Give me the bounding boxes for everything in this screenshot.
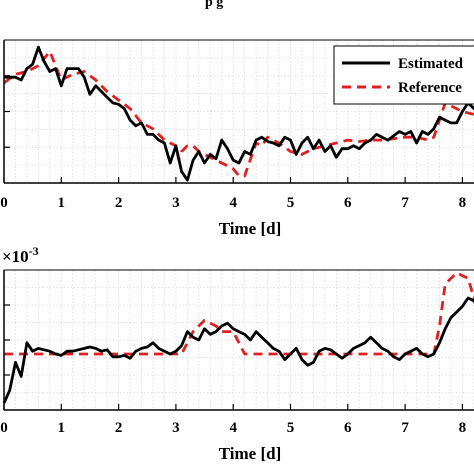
x-tick-label: 5 [287, 420, 295, 436]
x-tick-label: 3 [172, 420, 180, 436]
series-line-estimated [4, 45, 474, 182]
x-tick-label: 7 [401, 420, 409, 436]
legend: Estimated Reference [333, 45, 474, 105]
x-tick-label: 0 [0, 195, 8, 211]
x-tick-label: 2 [115, 195, 123, 211]
x-tick-label: 1 [58, 195, 66, 211]
bottom-exponent-label: ×10-3 [2, 244, 39, 266]
top-series-lines [3, 45, 474, 182]
top-grid [3, 40, 474, 183]
x-tick-label: 4 [229, 420, 237, 436]
bottom-x-label: Time [d] [219, 444, 282, 463]
series-line-reference [4, 271, 474, 356]
legend-box [333, 45, 474, 105]
legend-estimated-label: Estimated [398, 56, 464, 72]
bottom-panel: ×10-3 0 1 2 3 4 5 6 7 8 Time [d] [0, 244, 474, 463]
x-tick-label: 5 [287, 195, 295, 211]
bottom-series-lines [2, 271, 474, 404]
top-x-label: Time [d] [219, 219, 282, 238]
series-line-reference [3, 50, 474, 178]
top-panel: 0 1 2 3 4 5 6 7 8 Time [d] Estimated Reference [0, 39, 474, 238]
bottom-x-ticks: 0 1 2 3 4 5 6 7 8 [0, 404, 466, 436]
x-tick-label: 8 [459, 195, 467, 211]
exponent-base: ×10 [2, 247, 29, 266]
x-tick-label: 2 [115, 420, 123, 436]
series-line-estimated [2, 296, 474, 404]
x-tick-label: 7 [401, 195, 409, 211]
x-tick-label: 6 [344, 420, 352, 436]
top-x-ticks: 0 1 2 3 4 5 6 7 8 [0, 177, 466, 211]
x-tick-label: 8 [459, 420, 467, 436]
title-fragment: p g [205, 0, 223, 10]
x-tick-label: 1 [58, 420, 66, 436]
legend-reference-label: Reference [398, 80, 462, 96]
exponent-power: -3 [29, 244, 39, 258]
x-tick-label: 0 [0, 420, 8, 436]
x-tick-label: 4 [229, 195, 237, 211]
x-tick-label: 6 [344, 195, 352, 211]
x-tick-label: 3 [172, 195, 180, 211]
